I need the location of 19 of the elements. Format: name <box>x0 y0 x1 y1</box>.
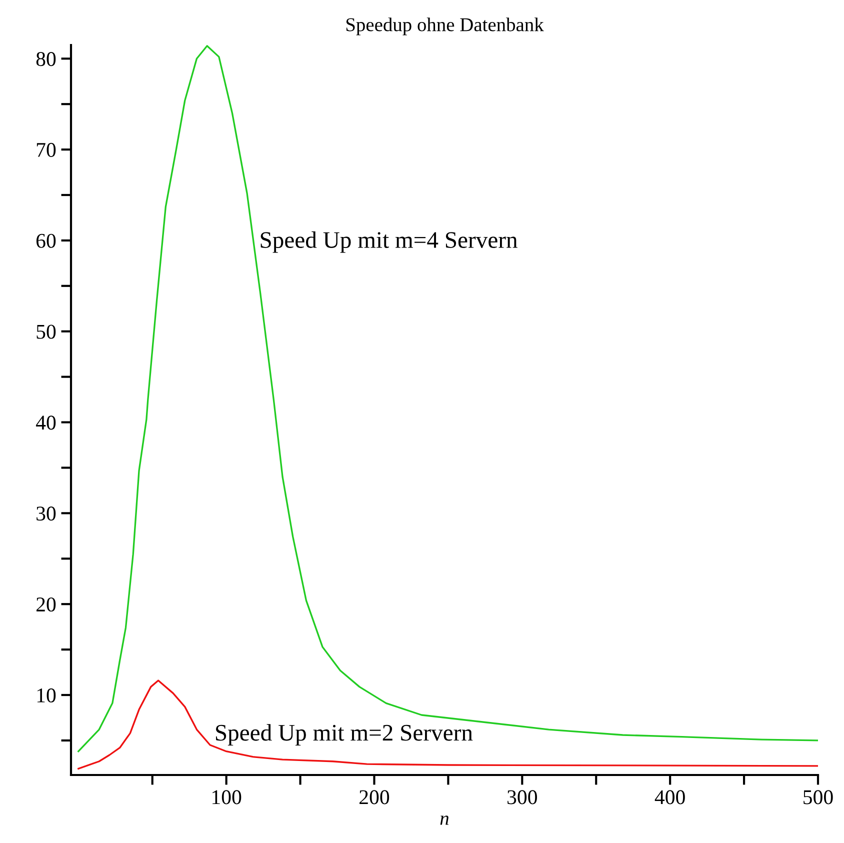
y-tick-label: 40 <box>36 416 56 430</box>
x-axis-title: n <box>440 816 449 825</box>
x-tick-label: 400 <box>654 790 685 804</box>
series-label: Speed Up mit m=4 Servern <box>260 231 518 253</box>
line-series <box>78 45 818 752</box>
y-tick-label: 80 <box>36 52 56 66</box>
y-tick-label: 50 <box>36 324 56 339</box>
x-tick-label: 200 <box>360 790 390 804</box>
y-tick-label: 10 <box>37 688 56 702</box>
line-series <box>78 680 818 770</box>
x-tick-label: 100 <box>212 790 242 804</box>
y-tick-label: 70 <box>36 142 56 157</box>
y-tick-label: 20 <box>36 597 56 612</box>
y-tick-label: 60 <box>36 234 56 248</box>
x-tick-label: 300 <box>508 790 537 804</box>
chart-title: Speedup ohne Datenbank <box>346 18 544 36</box>
x-tick-label: 500 <box>804 790 833 804</box>
series-label: Speed Up mit m=2 Servern <box>216 724 473 746</box>
y-tick-label: 30 <box>36 506 56 521</box>
